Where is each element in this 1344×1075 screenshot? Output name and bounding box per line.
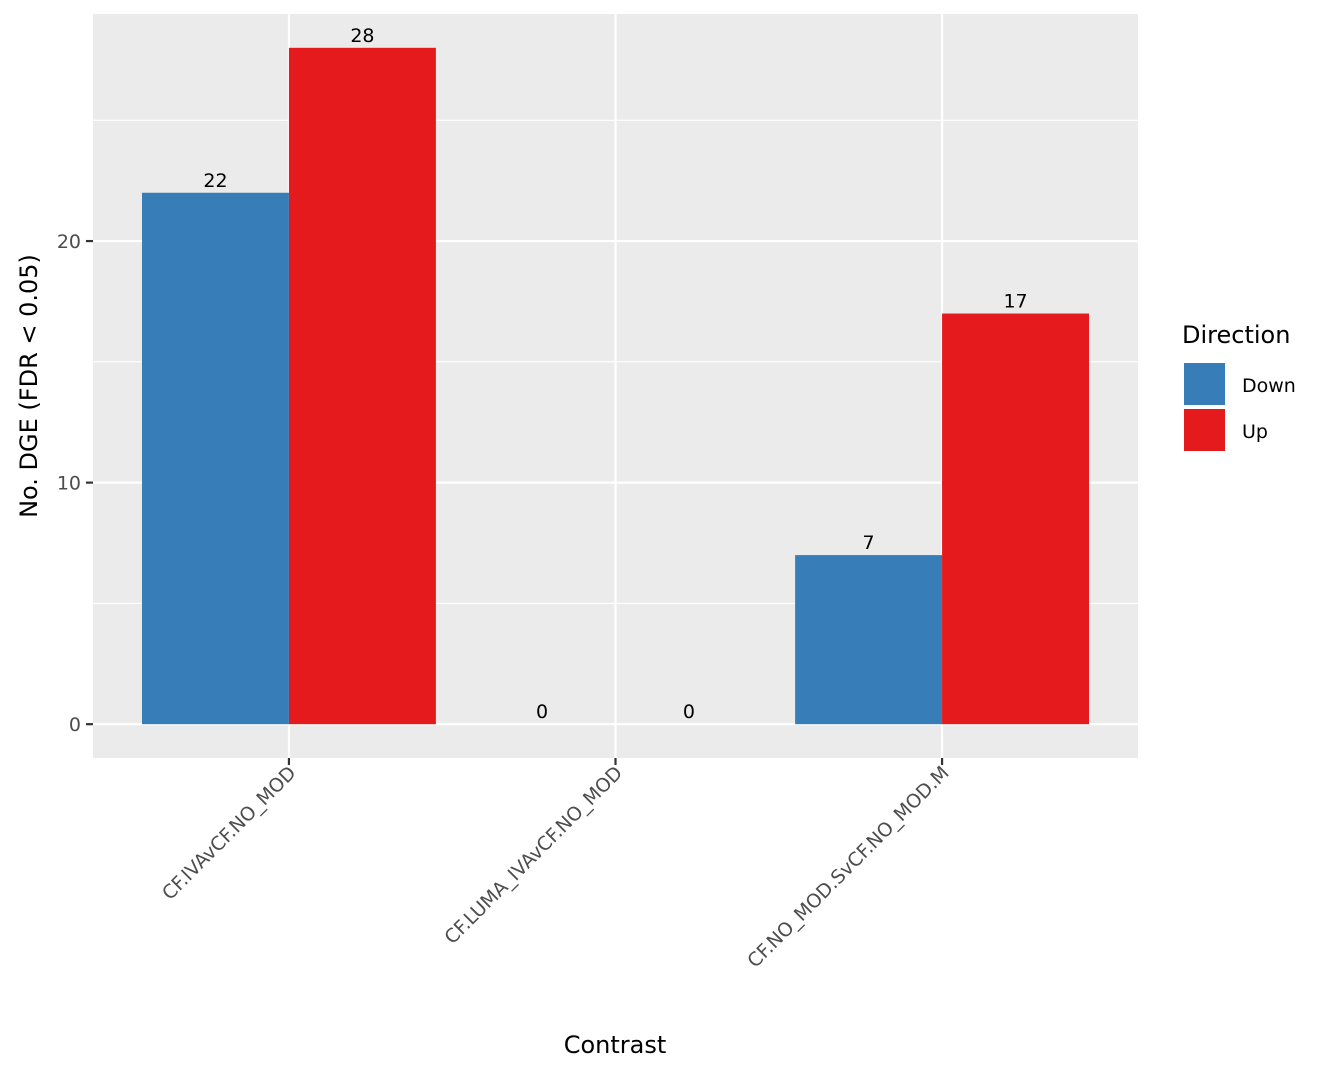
data-label-cf-no-mod-svcf-no-mod-m-down: 7 <box>863 532 875 554</box>
y-axis: 0 10 20 <box>57 231 93 736</box>
x-tick-label-cf-luma-ivavcf-no-mod: CF.LUMA_IVAvCF.NO_MOD <box>440 762 627 949</box>
x-tick-label-cf-no-mod-svcf-no-mod-m: CF.NO_MOD.SvCF.NO_MOD.M <box>743 762 953 972</box>
x-axis: CF.IVAvCF.NO_MOD CF.LUMA_IVAvCF.NO_MOD CF.… <box>158 758 954 972</box>
data-label-cf-ivavcf-no-mod-down: 22 <box>203 170 227 192</box>
y-axis-title: No. DGE (FDR < 0.05) <box>15 254 43 518</box>
bar-cf-ivavcf-no-mod-up <box>288 47 436 725</box>
data-label-cf-luma-ivavcf-no-mod-down: 0 <box>536 701 548 723</box>
legend-label-up: Up <box>1242 421 1268 443</box>
y-tick-label-20: 20 <box>57 231 81 253</box>
data-label-cf-no-mod-svcf-no-mod-m-up: 17 <box>1003 291 1027 313</box>
data-label-cf-ivavcf-no-mod-up: 28 <box>350 25 374 47</box>
y-tick-label-0: 0 <box>69 714 81 736</box>
legend-title: Direction <box>1182 321 1290 349</box>
data-label-cf-luma-ivavcf-no-mod-up: 0 <box>683 701 695 723</box>
legend-key-up <box>1182 407 1227 453</box>
x-tick-label-cf-ivavcf-no-mod: CF.IVAvCF.NO_MOD <box>158 762 301 905</box>
bar-cf-no-mod-svcf-no-mod-m-up <box>942 313 1090 725</box>
legend-key-down <box>1182 361 1227 407</box>
bar-cf-ivavcf-no-mod-down <box>141 192 289 725</box>
legend-label-down: Down <box>1242 375 1296 397</box>
y-tick-label-10: 10 <box>57 473 81 495</box>
legend: Direction Down Up <box>1182 321 1296 453</box>
data-labels: 22 28 0 0 7 17 <box>203 25 1027 723</box>
bar-cf-no-mod-svcf-no-mod-m-down <box>795 555 943 725</box>
x-axis-title: Contrast <box>564 1031 667 1059</box>
bars <box>141 47 1090 725</box>
